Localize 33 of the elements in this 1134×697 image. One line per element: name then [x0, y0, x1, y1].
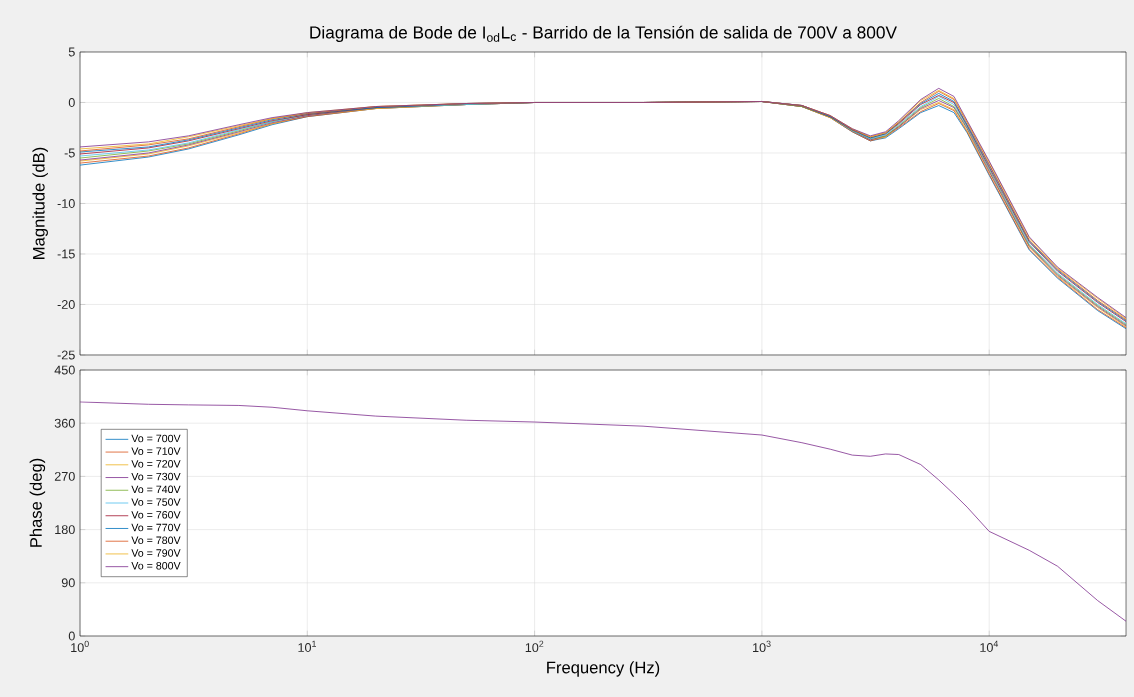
- y-tick-label: -5: [64, 148, 75, 158]
- y-tick-label: -15: [57, 249, 75, 259]
- legend-label: Vo = 730V: [131, 472, 181, 481]
- x-axis-title: Frequency (Hz): [547, 661, 660, 677]
- y-tick-label: 270: [54, 471, 75, 481]
- y-tick-label: 450: [54, 365, 75, 375]
- y-tick-label: 5: [68, 47, 75, 57]
- y-tick-label: -25: [57, 350, 75, 360]
- y-tick-label: 360: [54, 418, 75, 428]
- y-axis-title: Magnitude (dB): [32, 147, 48, 259]
- legend-label: Vo = 740V: [131, 485, 181, 494]
- legend-label: Vo = 760V: [131, 511, 181, 519]
- y-axis-title: Phase (deg): [29, 458, 46, 547]
- x-tick-label: 10$^{4}$: [980, 640, 999, 652]
- legend-label: Vo = 770V: [131, 523, 181, 532]
- legend-label: Vo = 700V: [131, 434, 181, 443]
- y-tick-label: -20: [57, 300, 75, 309]
- legend-label: Vo = 780V: [131, 536, 181, 545]
- x-tick-label: 10$^{2}$: [525, 640, 544, 653]
- legend-label: Vo = 710V: [131, 447, 181, 455]
- x-tick-label: 10$^{3}$: [753, 640, 771, 653]
- y-tick-label: 90: [61, 578, 75, 588]
- y-tick-label: 0: [68, 631, 75, 641]
- legend-label: Vo = 720V: [131, 460, 181, 468]
- y-tick-label: -10: [57, 199, 75, 208]
- chart-title: Diagrama de Bode de I$_{od}$L$_{c}$ - Barrido de la Tensión de salida de 700V a 800V: [310, 25, 897, 42]
- y-tick-label: 180: [55, 525, 75, 535]
- x-tick-label: 10$^{0}$: [71, 640, 89, 653]
- x-tick-label: 10$^{1}$: [298, 640, 316, 652]
- legend-label: Vo = 790V: [131, 549, 181, 557]
- legend-label: Vo = 800V: [131, 561, 181, 570]
- y-tick-label: 0: [68, 98, 75, 107]
- legend-label: Vo = 750V: [131, 498, 181, 506]
